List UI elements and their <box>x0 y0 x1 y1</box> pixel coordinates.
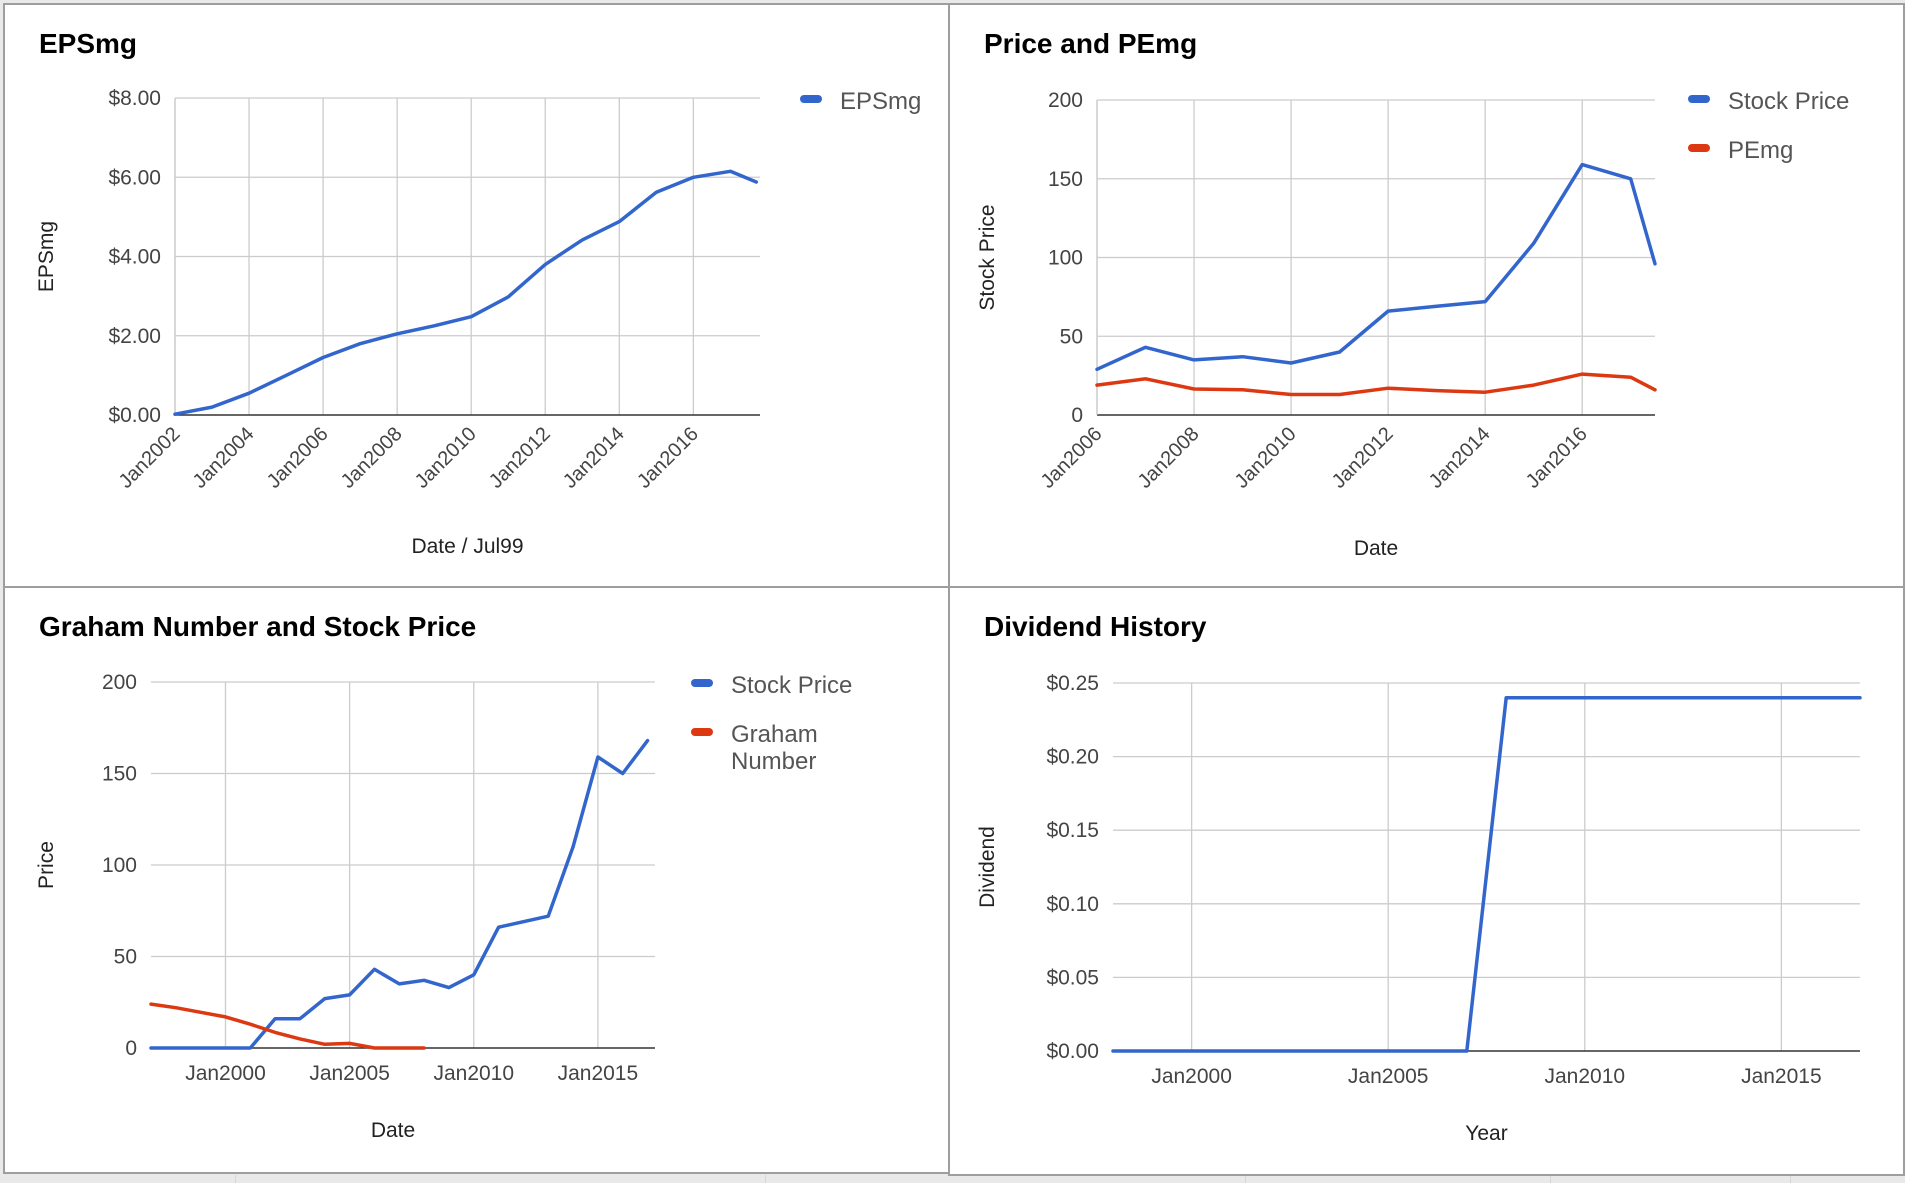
legend-swatch <box>691 679 713 687</box>
legend-label: Graham <box>731 721 818 748</box>
y-tick-label: $0.05 <box>1046 966 1099 989</box>
chart-title: EPSmg <box>39 28 137 59</box>
series-line-epsmg <box>173 169 759 416</box>
x-tick-label: Jan2016 <box>633 423 703 493</box>
x-tick-label: Jan2000 <box>185 1062 266 1085</box>
x-tick-label: Jan2010 <box>411 423 481 493</box>
x-tick-label: Jan2006 <box>263 423 333 493</box>
y-tick-label: 0 <box>1071 404 1083 427</box>
chart-graham-number[interactable]: Graham Number and Stock Price 0 50 100 150 20… <box>3 586 950 1174</box>
series-line-pemg <box>1095 372 1657 397</box>
sheet-gridline <box>1550 1175 1551 1183</box>
y-tick-label: $0.25 <box>1046 672 1099 695</box>
price-pemg-chart-svg: Price and PEmg 0 50 100 150 200 Jan2006 Jan2008… <box>976 28 1849 560</box>
y-tick-label: $4.00 <box>108 246 161 269</box>
chart-dividend-history[interactable]: Dividend History $0.00 $0.05 $0.10 $0.15 $0.2… <box>948 586 1905 1176</box>
legend-label: Number <box>731 748 816 775</box>
dividend-chart-svg: Dividend History $0.00 $0.05 $0.10 $0.15 $0.2… <box>976 611 1862 1145</box>
y-tick-label: 150 <box>102 763 137 786</box>
y-tick-label: $0.20 <box>1046 746 1099 769</box>
y-tick-label: $0.15 <box>1046 819 1099 842</box>
x-tick-label: Jan2006 <box>1037 423 1107 493</box>
chart-title: Dividend History <box>984 611 1207 642</box>
x-tick-label: Jan2000 <box>1151 1065 1232 1088</box>
x-axis-title: Year <box>1465 1122 1507 1145</box>
y-tick-label: 100 <box>102 854 137 877</box>
y-tick-label: 50 <box>1060 325 1083 348</box>
x-axis-title: Date <box>1354 537 1398 560</box>
series-line-stock-price <box>1095 162 1657 372</box>
sheet-gridline <box>235 1175 236 1183</box>
chart-title: Graham Number and Stock Price <box>39 611 476 642</box>
y-tick-label: $2.00 <box>108 325 161 348</box>
y-tick-label: $6.00 <box>108 166 161 189</box>
x-tick-label: Jan2008 <box>337 423 407 493</box>
legend-swatch <box>1688 95 1710 103</box>
y-tick-label: 0 <box>125 1037 137 1060</box>
series-line-stock-price <box>149 738 650 1050</box>
x-tick-label: Jan2010 <box>1231 423 1301 493</box>
x-tick-label: Jan2012 <box>1328 423 1398 493</box>
chart-price-and-pemg[interactable]: Price and PEmg 0 50 100 150 200 Jan2006 Jan2008… <box>948 3 1905 588</box>
sheet-gridline <box>1790 1175 1791 1183</box>
x-tick-label: Jan2005 <box>309 1062 390 1085</box>
x-tick-label: Jan2002 <box>115 423 185 493</box>
chart-epsmg[interactable]: EPSmg $0.00 $2.00 $4.00 $6.00 $8.00 Jan2002 Jan… <box>3 3 950 588</box>
y-tick-label: 150 <box>1048 168 1083 191</box>
x-tick-label: Jan2016 <box>1522 423 1592 493</box>
x-tick-label: Jan2010 <box>1545 1065 1626 1088</box>
y-tick-label: $0.00 <box>1046 1040 1099 1063</box>
y-tick-label: 100 <box>1048 247 1083 270</box>
chart-title: Price and PEmg <box>984 28 1197 59</box>
y-tick-label: 200 <box>102 671 137 694</box>
legend-label: Stock Price <box>731 672 852 699</box>
legend-label: PEmg <box>1728 137 1793 164</box>
y-axis-title: Stock Price <box>976 204 999 310</box>
series-line-graham-number <box>149 1002 426 1050</box>
legend-swatch <box>691 728 713 736</box>
y-axis-title: Dividend <box>976 826 999 908</box>
graham-chart-svg: Graham Number and Stock Price 0 50 100 150 20… <box>35 611 852 1142</box>
sheet-gridline <box>765 1175 766 1183</box>
legend-label: EPSmg <box>840 88 921 115</box>
y-tick-label: 200 <box>1048 89 1083 112</box>
y-tick-label: $0.00 <box>108 404 161 427</box>
series-line-dividend <box>1111 695 1862 1053</box>
y-axis-title: Price <box>35 841 58 889</box>
x-tick-label: Jan2010 <box>433 1062 514 1085</box>
x-tick-label: Jan2015 <box>1741 1065 1822 1088</box>
x-tick-label: Jan2014 <box>559 423 629 493</box>
x-tick-label: Jan2012 <box>485 423 555 493</box>
x-tick-label: Jan2005 <box>1348 1065 1429 1088</box>
legend-swatch <box>1688 144 1710 152</box>
x-tick-label: Jan2008 <box>1134 423 1204 493</box>
x-tick-label: Jan2004 <box>189 423 259 493</box>
y-tick-label: $0.10 <box>1046 893 1099 916</box>
sheet-gridline <box>1245 1175 1246 1183</box>
y-tick-label: 50 <box>114 946 137 969</box>
x-tick-label: Jan2014 <box>1425 423 1495 493</box>
legend-label: Stock Price <box>1728 88 1849 115</box>
y-axis-title: EPSmg <box>35 221 58 292</box>
legend-swatch <box>800 95 822 103</box>
x-axis-title: Date <box>371 1119 415 1142</box>
x-axis-title: Date / Jul99 <box>411 535 523 558</box>
x-tick-label: Jan2015 <box>558 1062 639 1085</box>
y-tick-label: $8.00 <box>108 87 161 110</box>
